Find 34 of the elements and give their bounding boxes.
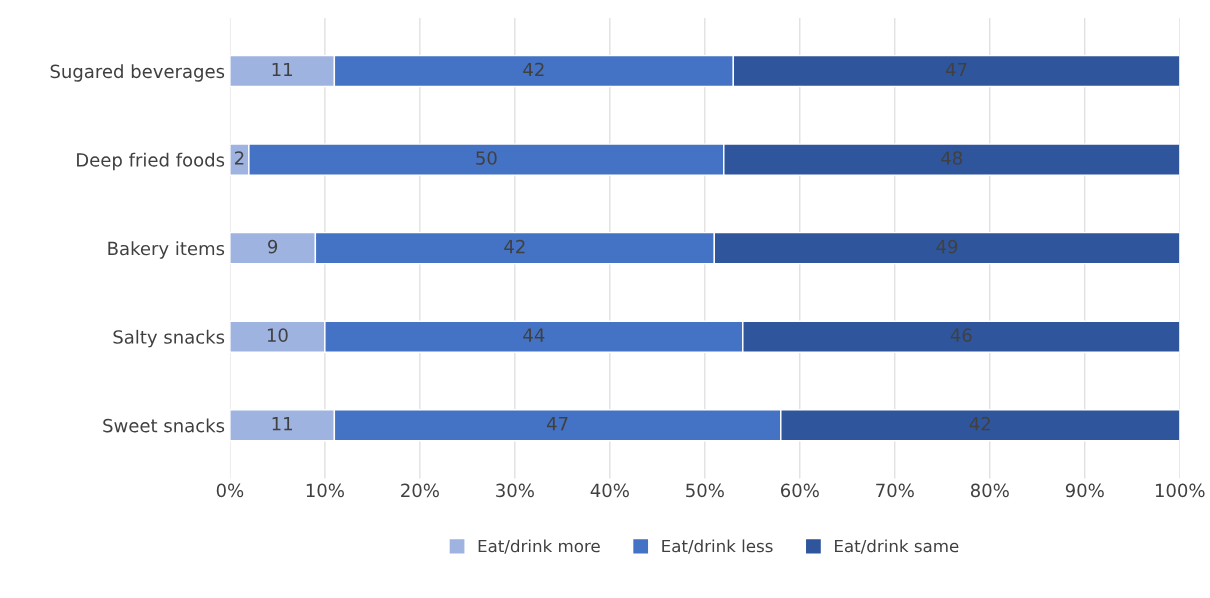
- legend-label: Eat/drink more: [478, 539, 600, 554]
- data-label: 11: [272, 417, 292, 431]
- data-label: 42: [969, 416, 990, 431]
- x-tick-label: 100%: [1155, 483, 1205, 498]
- x-tick-label: 30%: [496, 483, 534, 498]
- y-tick-label: Bakery items: [108, 241, 225, 259]
- y-tick-label: Sugared beverages: [50, 64, 225, 82]
- legend-label: Eat/drink less: [662, 539, 773, 554]
- y-tick-label: Sweet snacks: [103, 418, 225, 433]
- data-label: 42: [504, 239, 525, 254]
- y-tick-label: Salty snacks: [113, 329, 225, 348]
- data-label: 47: [945, 62, 967, 77]
- x-tick-label: 60%: [781, 483, 819, 498]
- data-label: 47: [546, 417, 568, 431]
- x-tick-label: 50%: [686, 483, 724, 498]
- data-label: 11: [272, 62, 292, 77]
- legend-label: Eat/drink same: [835, 539, 959, 554]
- x-tick-label: 0%: [216, 483, 244, 498]
- x-tick-label: 20%: [401, 483, 439, 498]
- y-tick-label: Deep fried foods: [77, 152, 225, 171]
- data-label: 49: [936, 239, 958, 254]
- data-label: 44: [523, 328, 545, 342]
- data-label: 9: [268, 239, 278, 254]
- x-tick-label: 40%: [590, 483, 629, 498]
- data-label: 10: [267, 328, 288, 342]
- x-tick-label: 10%: [306, 483, 344, 498]
- data-label: 2: [234, 151, 244, 165]
- data-label: 46: [950, 328, 972, 342]
- data-label: 48: [941, 151, 963, 165]
- x-tick-label: 70%: [876, 483, 914, 498]
- data-label: 50: [476, 151, 497, 165]
- x-tick-label: 80%: [970, 483, 1009, 498]
- data-label: 42: [523, 62, 544, 77]
- x-tick-label: 90%: [1065, 483, 1104, 498]
